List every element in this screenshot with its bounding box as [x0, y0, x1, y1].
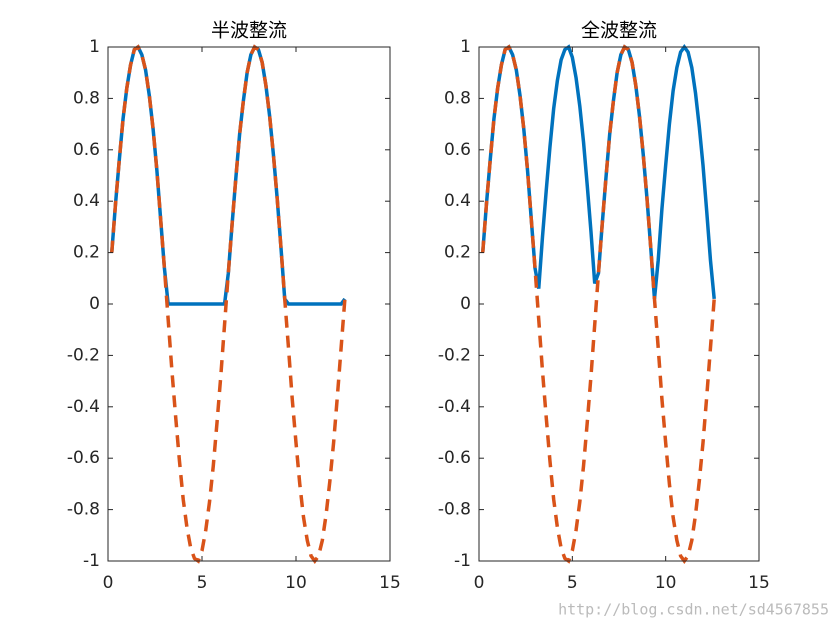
- y-tick-label: 0: [460, 294, 471, 314]
- y-tick-label: 1: [89, 37, 100, 57]
- x-tick-label: 15: [379, 573, 401, 593]
- chart-title: 半波整流: [211, 20, 287, 42]
- y-tick-label: -0.2: [438, 345, 471, 365]
- x-tick-label: 10: [285, 573, 307, 593]
- y-tick-label: -0.8: [67, 500, 100, 520]
- y-tick-label: -0.6: [67, 448, 100, 468]
- data-line: [110, 44, 347, 564]
- x-tick-label: 10: [655, 573, 677, 593]
- axes-background: [108, 47, 390, 561]
- y-tick-label: -1: [454, 551, 471, 571]
- y-tick-label: -0.8: [438, 500, 471, 520]
- chart-title: 全波整流: [581, 20, 657, 42]
- watermark: http://blog.csdn.net/sd4567855: [558, 601, 829, 619]
- x-tick-label: 5: [567, 573, 578, 593]
- y-tick-label: 0.8: [444, 88, 471, 108]
- y-tick-label: 0.6: [444, 140, 471, 160]
- x-tick-label: 0: [103, 573, 114, 593]
- y-tick-label: 0: [89, 294, 100, 314]
- y-tick-label: 0.2: [73, 243, 100, 263]
- axes-background: [479, 47, 759, 561]
- y-tick-label: -0.6: [438, 448, 471, 468]
- y-tick-label: 0.4: [73, 191, 100, 211]
- y-tick-label: -0.4: [67, 397, 100, 417]
- y-tick-label: -1: [83, 551, 100, 571]
- data-line: [480, 44, 716, 564]
- y-tick-label: -0.4: [438, 397, 471, 417]
- x-tick-label: 15: [748, 573, 770, 593]
- y-tick-label: -0.2: [67, 345, 100, 365]
- y-tick-label: 0.4: [444, 191, 471, 211]
- x-tick-label: 5: [197, 573, 208, 593]
- y-tick-label: 0.8: [73, 88, 100, 108]
- y-tick-label: 0.2: [444, 243, 471, 263]
- y-tick-label: 1: [460, 37, 471, 57]
- y-tick-label: 0.6: [73, 140, 100, 160]
- x-tick-label: 0: [474, 573, 485, 593]
